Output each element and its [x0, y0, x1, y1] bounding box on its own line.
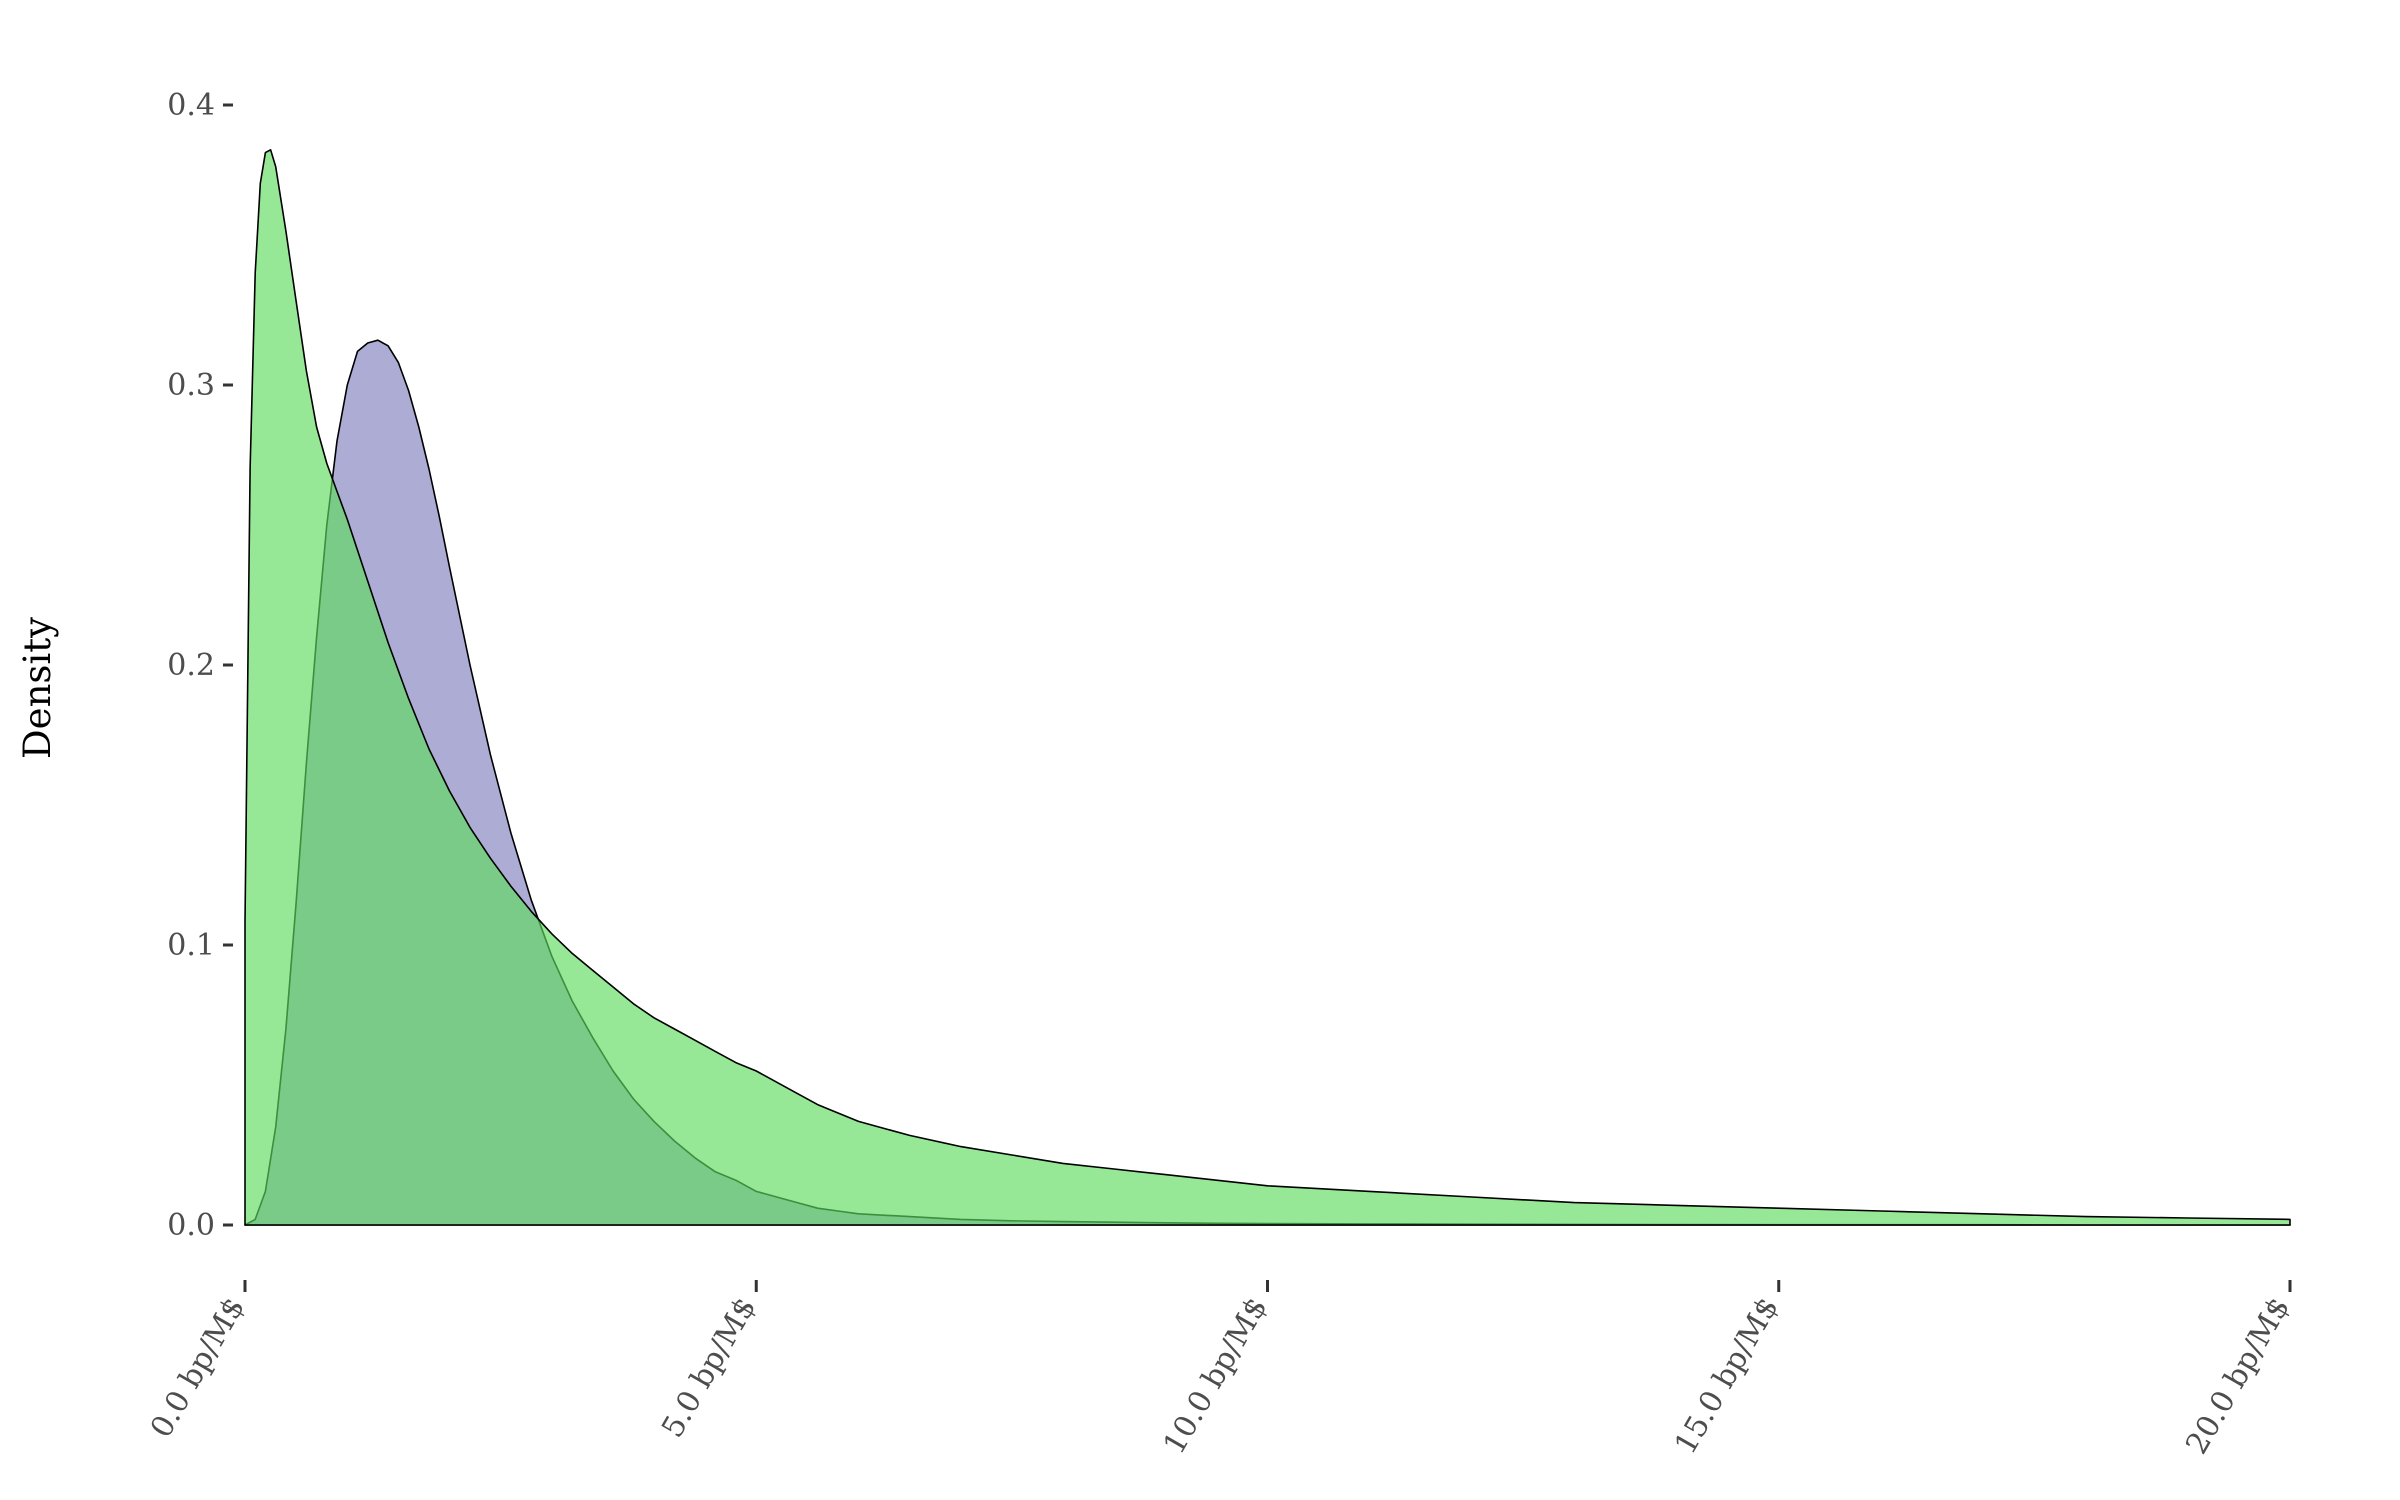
y-tick-label: 0.2 [167, 648, 215, 683]
x-tick-label: 0.0 bp/M$ [144, 1292, 252, 1444]
y-tick-label: 0.4 [167, 88, 215, 123]
y-tick-label: 0.3 [167, 368, 215, 403]
x-axis: 0.0 bp/M$ 5.0 bp/M$ 10.0 bp/M$ 15.0 bp/M$ 20… [144, 1280, 2297, 1460]
y-axis: 0.0 0.1 0.2 0.3 0.4 [167, 88, 233, 1243]
x-tick-label: 15.0 bp/M$ [1668, 1292, 1786, 1461]
x-tick-label: 20.0 bp/M$ [2179, 1292, 2297, 1461]
density-area-series-2 [244, 149, 2291, 1226]
y-axis-title: Density [16, 617, 59, 759]
y-tick-label: 0.0 [167, 1208, 215, 1243]
plot-area [244, 149, 2291, 1226]
y-tick-label: 0.1 [167, 928, 215, 963]
x-tick-label: 10.0 bp/M$ [1157, 1292, 1275, 1461]
x-tick-label: 5.0 bp/M$ [655, 1292, 763, 1444]
